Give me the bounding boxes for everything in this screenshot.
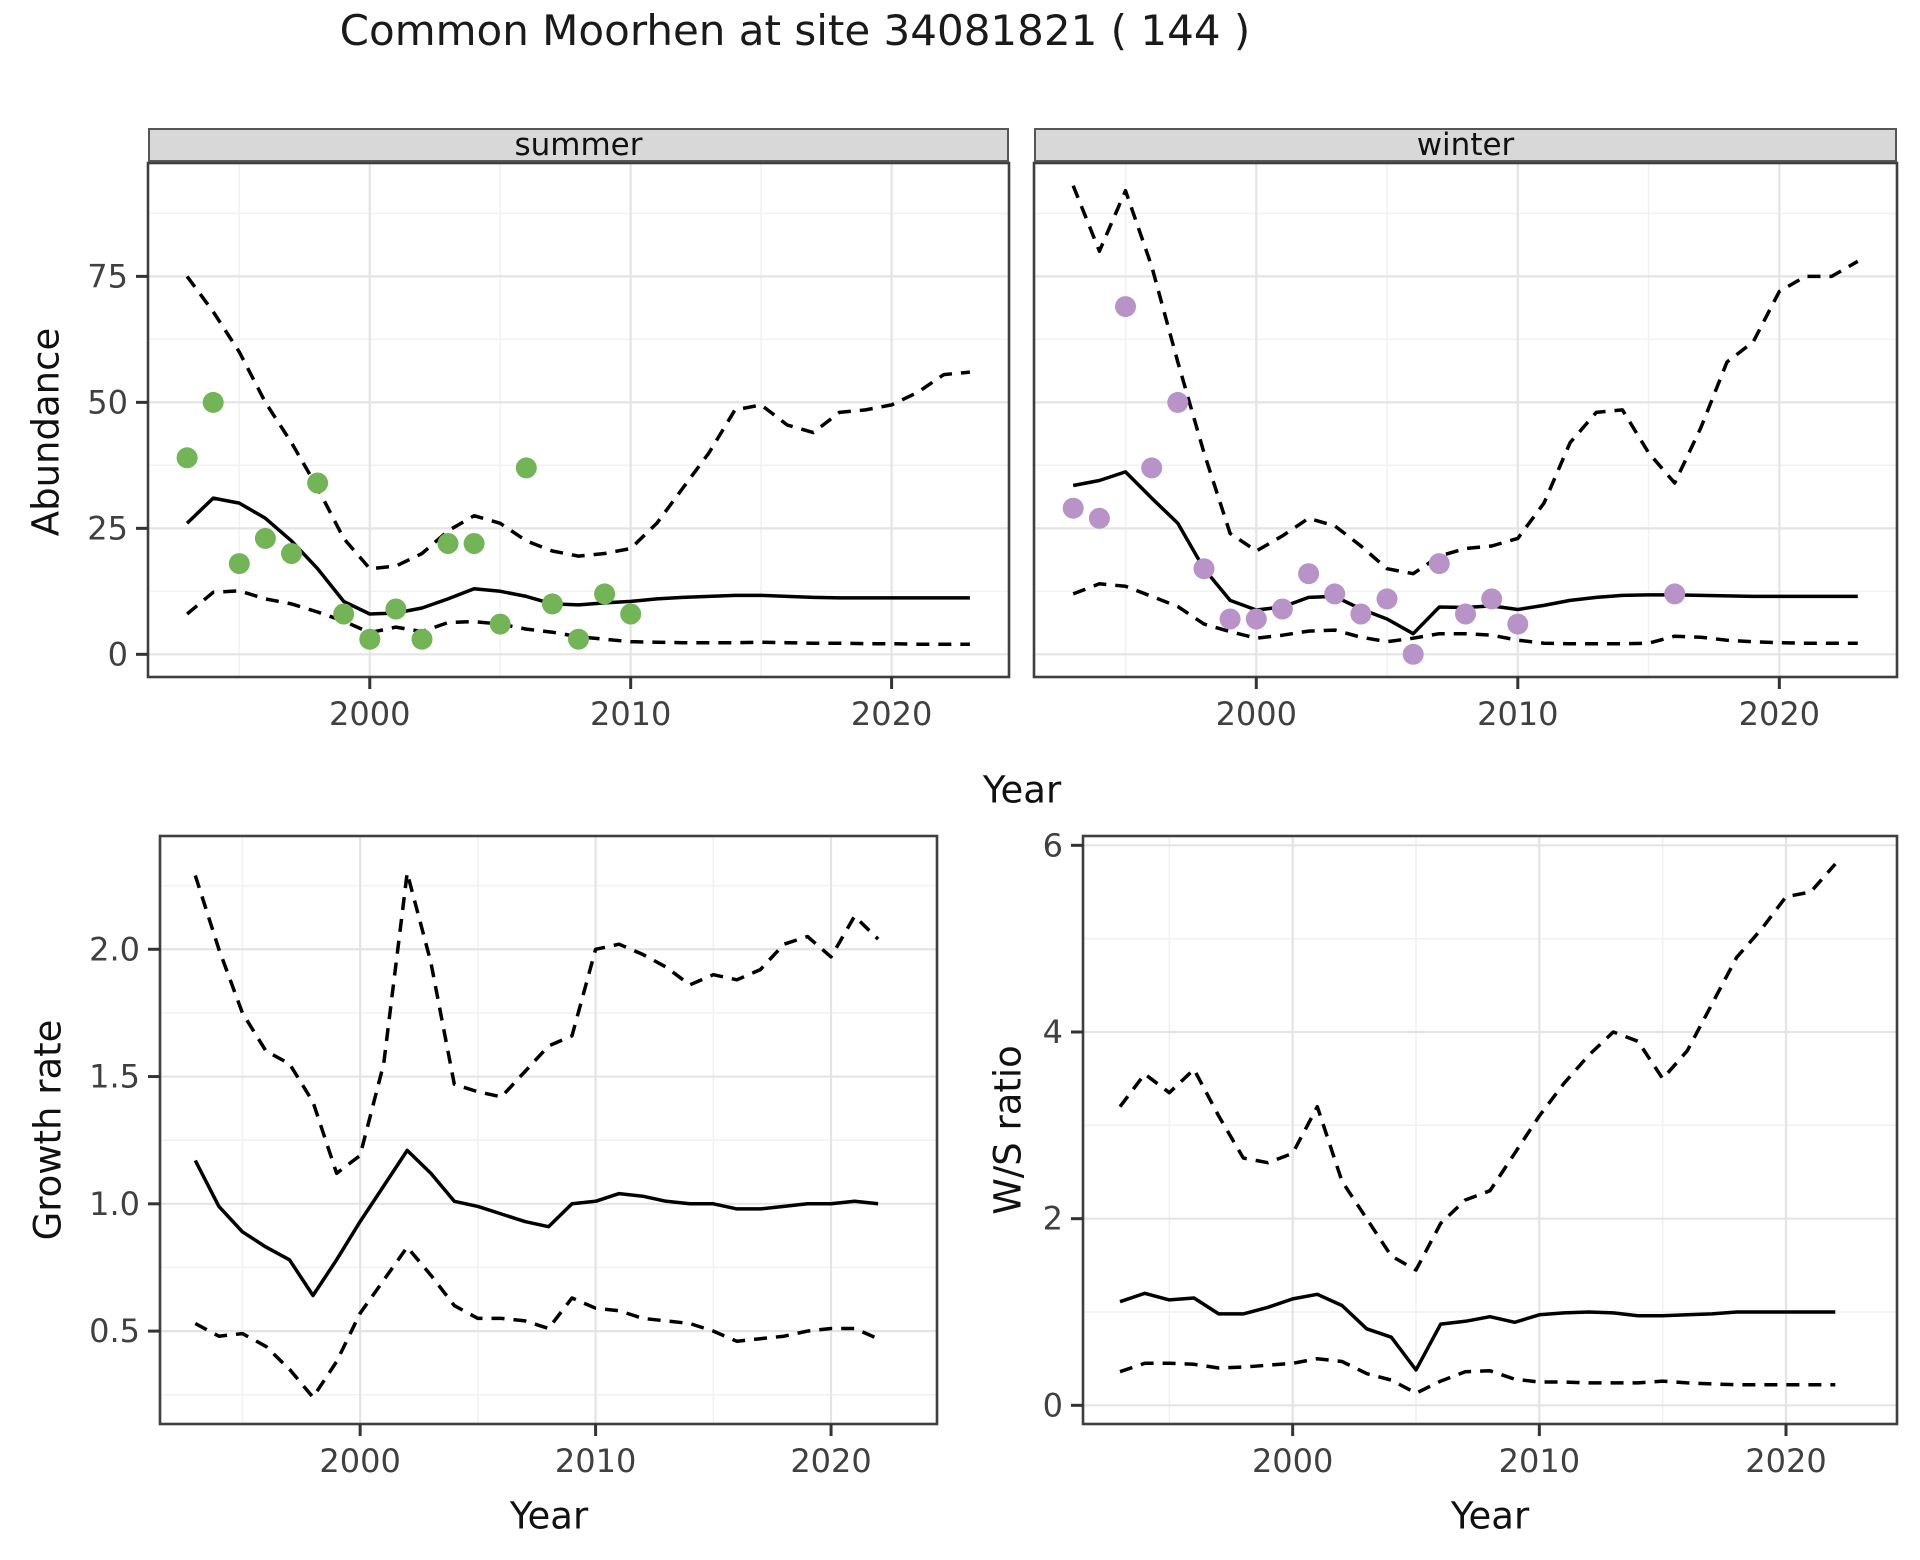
panel-abundance-summer: 2000 2010 2020 0 25 50 75 — [87, 161, 1011, 733]
observed-point — [359, 628, 381, 650]
observed-point — [437, 533, 459, 554]
observed-point — [254, 527, 276, 549]
series-upper_ci — [1071, 185, 1859, 576]
x-axis-title-growth: Year — [509, 1494, 589, 1538]
svg-text:2010: 2010 — [1477, 695, 1558, 733]
observed-point — [1245, 608, 1267, 630]
observed-point — [1062, 497, 1084, 519]
observed-point — [515, 457, 537, 479]
observed-point — [1324, 583, 1346, 605]
series-fit — [1119, 1291, 1836, 1372]
svg-text:2020: 2020 — [1745, 1442, 1826, 1480]
x-axis-title-ws: Year — [1450, 1494, 1530, 1538]
svg-text:1.0: 1.0 — [89, 1185, 140, 1223]
observed-point — [1376, 588, 1398, 610]
y-axis-title-ws: W/S ratio — [986, 1045, 1030, 1215]
svg-text:2000: 2000 — [319, 1442, 400, 1480]
observed-point — [541, 593, 563, 615]
observed-point — [594, 583, 616, 605]
observed-point — [202, 391, 224, 413]
observed-point — [281, 543, 302, 564]
observed-point — [1088, 507, 1110, 529]
series-fit — [193, 1148, 879, 1298]
observed-point — [1193, 558, 1215, 580]
observed-point — [411, 628, 433, 650]
svg-text:2020: 2020 — [1739, 695, 1820, 733]
observed-point — [1481, 588, 1503, 610]
y-axis-title-growth: Growth rate — [26, 1019, 70, 1241]
observed-point — [1298, 563, 1320, 585]
observed-point — [1350, 603, 1372, 625]
observed-point — [463, 533, 485, 554]
svg-text:2000: 2000 — [1216, 695, 1297, 733]
svg-text:2000: 2000 — [1252, 1442, 1333, 1480]
svg-text:50: 50 — [87, 383, 128, 421]
svg-text:0.5: 0.5 — [89, 1312, 140, 1350]
observed-point — [1219, 608, 1241, 630]
y-axis-title-abundance: Abundance — [24, 327, 68, 537]
observed-point — [1402, 643, 1424, 665]
svg-text:0: 0 — [108, 635, 128, 673]
observed-point — [1167, 391, 1189, 413]
panel-growth: 2000 2010 2020 0.5 1.0 1.5 2.0 — [89, 834, 939, 1480]
series-upper_ci — [1118, 862, 1837, 1272]
facet-strip-winter-label: winter — [1416, 127, 1515, 163]
series-lower_ci — [185, 589, 970, 646]
svg-text:0: 0 — [1043, 1386, 1063, 1424]
chart-title: Common Moorhen at site 34081821 ( 144 ) — [339, 6, 1251, 55]
observed-point — [1115, 296, 1136, 318]
observed-point — [1271, 598, 1293, 620]
observed-point — [568, 628, 589, 650]
observed-point — [1455, 603, 1476, 625]
svg-text:2000: 2000 — [329, 695, 410, 733]
observed-point — [176, 447, 198, 469]
observed-point — [307, 472, 329, 494]
svg-text:2.0: 2.0 — [89, 930, 140, 968]
observed-point — [620, 603, 642, 625]
observed-point — [228, 553, 250, 575]
svg-text:2010: 2010 — [1499, 1442, 1580, 1480]
svg-text:2010: 2010 — [555, 1442, 636, 1480]
observed-point — [1664, 583, 1686, 605]
facet-strip-summer-label: summer — [514, 127, 643, 163]
observed-point — [1428, 553, 1450, 575]
facet-strip-winter: winter — [1034, 127, 1897, 163]
series-lower_ci — [1072, 582, 1858, 646]
svg-text:6: 6 — [1043, 826, 1063, 864]
series-upper_ci — [193, 871, 880, 1176]
series-lower_ci — [194, 1245, 879, 1400]
facet-strip-summer: summer — [148, 127, 1009, 163]
series-fit — [185, 496, 970, 616]
panel-ws_ratio: 2000 2010 2020 0 2 4 6 — [1043, 826, 1899, 1480]
svg-text:75: 75 — [87, 257, 128, 295]
panel-abundance-winter: 2000 2010 2020 — [1032, 161, 1899, 733]
svg-text:2020: 2020 — [851, 695, 932, 733]
svg-text:2020: 2020 — [790, 1442, 871, 1480]
svg-text:4: 4 — [1043, 1013, 1063, 1051]
svg-text:1.5: 1.5 — [89, 1058, 140, 1096]
observed-point — [1141, 457, 1163, 479]
x-axis-title-top: Year — [982, 768, 1062, 812]
svg-text:25: 25 — [87, 509, 128, 547]
observed-point — [385, 598, 407, 620]
observed-point — [1507, 613, 1529, 635]
svg-text:2010: 2010 — [590, 695, 671, 733]
observed-point — [489, 613, 511, 635]
series-lower_ci — [1119, 1356, 1836, 1395]
observed-point — [333, 603, 355, 625]
svg-text:2: 2 — [1043, 1200, 1063, 1238]
